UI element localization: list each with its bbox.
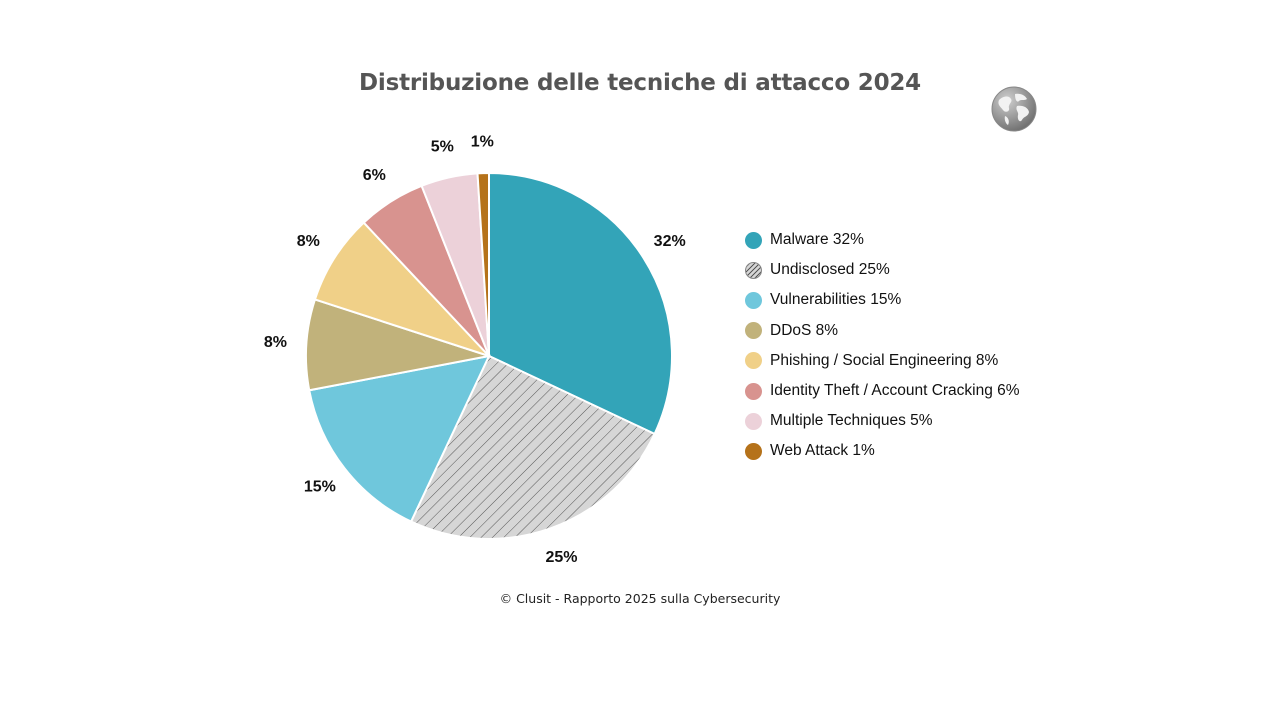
legend-label: Vulnerabilities 15%	[770, 291, 902, 309]
legend-item-phishing-social-engineering: Phishing / Social Engineering 8%	[745, 346, 1020, 376]
legend-swatch	[745, 261, 762, 279]
legend-label: Web Attack 1%	[770, 442, 875, 460]
legend-label: Phishing / Social Engineering 8%	[770, 351, 999, 369]
legend-item-web-attack: Web Attack 1%	[745, 436, 1020, 466]
pie-slice-vulnerabilities	[308, 354, 491, 523]
legend-label: Undisclosed 25%	[770, 261, 890, 279]
legend-swatch	[745, 231, 762, 249]
legend-item-identity-theft-account-cracking: Identity Theft / Account Cracking 6%	[745, 376, 1020, 406]
data-label-vulnerabilities: 15%	[304, 479, 336, 496]
legend-swatch	[745, 352, 762, 370]
data-label-undisclosed: 25%	[545, 549, 577, 566]
pie-slice-ddos	[305, 298, 490, 392]
data-label-malware: 32%	[654, 233, 686, 250]
legend-item-malware: Malware 32%	[745, 225, 1020, 255]
legend-swatch	[745, 322, 762, 340]
data-label-multiple-techniques: 5%	[431, 139, 454, 156]
legend-item-multiple-techniques: Multiple Techniques 5%	[745, 406, 1020, 436]
legend-label: Identity Theft / Account Cracking 6%	[770, 382, 1020, 400]
pie-slice-undisclosed	[409, 354, 656, 540]
pie-slice-phishing-social-engineering	[313, 221, 490, 357]
legend-swatch	[745, 382, 762, 400]
legend-swatch	[745, 291, 762, 309]
legend-item-ddos: DDoS 8%	[745, 316, 1020, 346]
chart-legend: Malware 32% Undisclosed 25% Vulnerabilitie…	[745, 225, 1020, 467]
legend-label: Malware 32%	[770, 231, 864, 249]
data-label-web-attack: 1%	[471, 134, 494, 151]
legend-swatch	[745, 412, 762, 430]
globe-icon	[991, 86, 1037, 132]
legend-label: Multiple Techniques 5%	[770, 412, 933, 430]
legend-swatch	[745, 442, 762, 460]
legend-item-vulnerabilities: Vulnerabilities 15%	[745, 285, 1020, 315]
legend-label: DDoS 8%	[770, 321, 839, 339]
pie-slice-malware	[488, 171, 673, 436]
chart-title: Distribuzione delle tecniche di attacco …	[359, 70, 921, 96]
data-label-ddos: 8%	[264, 334, 287, 351]
data-label-phishing-social-engineering: 8%	[297, 233, 320, 250]
pie-slice-web-attack	[476, 171, 490, 357]
footer-credit: © Clusit - Rapporto 2025 sulla Cybersecu…	[499, 591, 781, 606]
data-label-identity-theft-account-cracking: 6%	[363, 167, 386, 184]
legend-item-undisclosed: Undisclosed 25%	[745, 255, 1020, 285]
